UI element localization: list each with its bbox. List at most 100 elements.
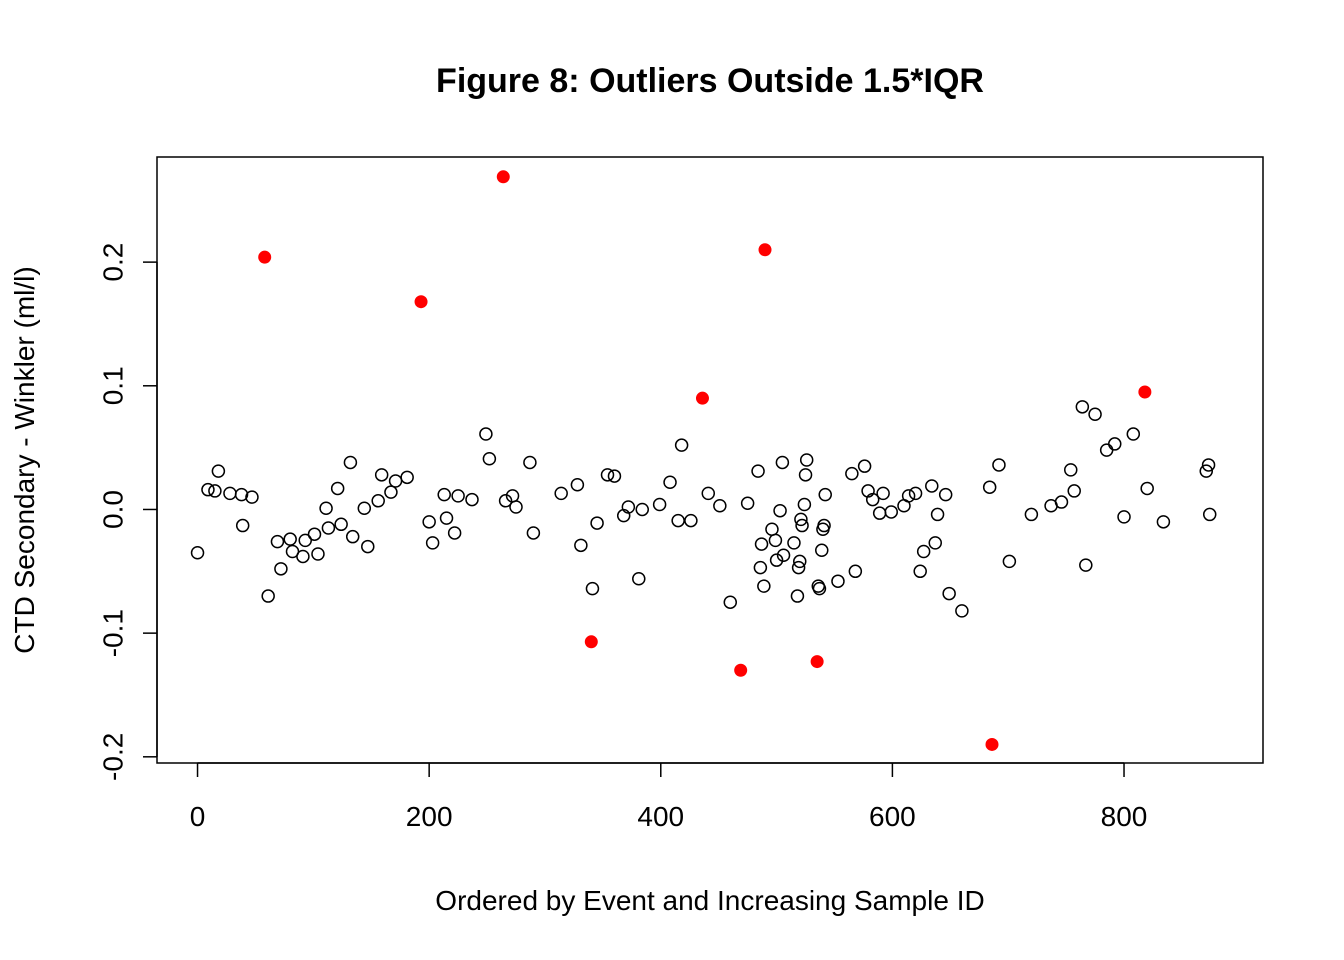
data-point <box>311 547 325 561</box>
data-point <box>818 487 832 502</box>
data-point <box>751 464 765 478</box>
data-point <box>479 427 493 441</box>
data-point <box>684 513 698 528</box>
data-point <box>422 515 436 529</box>
data-point <box>570 477 585 492</box>
y-tick-label: 0.2 <box>98 243 129 282</box>
outlier-point <box>414 295 428 309</box>
data-point <box>330 481 345 496</box>
data-point <box>509 500 523 514</box>
y-axis: -0.2 -0.1 0.0 0.1 0.2 <box>98 243 158 781</box>
data-point <box>817 518 831 533</box>
data-point <box>845 466 859 481</box>
data-point <box>757 579 771 593</box>
data-point <box>773 503 787 518</box>
data-point <box>793 554 807 569</box>
data-point <box>775 455 790 470</box>
data-point <box>345 529 360 544</box>
data-point <box>600 468 615 482</box>
data-point <box>274 562 288 576</box>
data-point <box>872 506 887 520</box>
x-axis-label: Ordered by Event and Increasing Sample I… <box>435 885 984 916</box>
y-tick-label: -0.1 <box>98 609 129 657</box>
data-point <box>930 507 945 522</box>
data-point <box>1067 484 1081 498</box>
data-point <box>1117 510 1131 524</box>
data-point <box>343 455 358 470</box>
data-point <box>908 486 923 501</box>
y-tick-label: -0.2 <box>98 733 129 781</box>
data-point <box>261 589 275 603</box>
data-points <box>190 170 1217 751</box>
data-point <box>913 564 927 579</box>
data-point <box>607 469 622 483</box>
data-point <box>1075 400 1090 414</box>
y-axis-label: CTD Secondary - Winkler (ml/l) <box>9 266 40 653</box>
outlier-point <box>584 635 598 649</box>
data-point <box>201 482 215 497</box>
data-point <box>223 486 237 501</box>
y-tick-label: 0.1 <box>98 366 129 405</box>
data-point <box>925 479 939 493</box>
data-point <box>671 513 685 528</box>
data-point <box>585 581 600 596</box>
data-point <box>554 486 568 501</box>
data-point <box>1099 443 1114 457</box>
outlier-point <box>734 663 748 677</box>
data-point <box>190 546 205 560</box>
outlier-point <box>1138 385 1152 399</box>
outlier-point <box>758 243 772 257</box>
data-point <box>465 492 479 507</box>
data-point <box>992 458 1006 472</box>
outlier-point <box>496 170 510 184</box>
data-point <box>916 544 931 559</box>
data-point <box>234 487 249 502</box>
data-point <box>799 453 814 467</box>
data-point <box>1108 437 1122 451</box>
chart-title: Figure 8: Outliers Outside 1.5*IQR <box>436 62 984 100</box>
data-point <box>765 522 779 537</box>
data-point <box>901 489 916 503</box>
data-point <box>1002 554 1017 569</box>
data-point <box>1024 507 1039 522</box>
data-point <box>621 500 636 514</box>
data-point <box>798 468 813 482</box>
data-point <box>574 538 588 553</box>
data-point <box>361 539 375 554</box>
data-point <box>439 511 454 525</box>
data-point <box>787 536 801 550</box>
data-point <box>321 521 336 535</box>
x-tick-label: 200 <box>406 801 453 832</box>
data-point <box>652 497 667 512</box>
data-point <box>245 490 259 504</box>
data-point <box>701 486 716 501</box>
data-point <box>790 589 805 603</box>
data-point <box>1088 407 1102 421</box>
data-point <box>451 489 465 503</box>
data-point <box>768 533 783 548</box>
data-point <box>928 536 943 550</box>
data-point <box>208 484 222 498</box>
data-point <box>447 526 462 540</box>
data-point <box>876 486 890 501</box>
data-point <box>1126 427 1141 441</box>
data-point <box>797 497 812 512</box>
data-point <box>831 574 845 588</box>
data-point <box>776 548 791 562</box>
y-tick-label: 0.0 <box>98 490 129 529</box>
plot-frame <box>156 156 1264 764</box>
data-point <box>526 526 541 540</box>
data-point <box>1202 507 1217 522</box>
data-point <box>296 549 310 564</box>
data-point <box>283 532 297 546</box>
data-point <box>663 475 677 490</box>
data-point <box>1079 558 1093 572</box>
data-point <box>857 459 872 473</box>
outlier-point <box>258 250 272 264</box>
data-point <box>942 586 956 601</box>
data-point <box>270 534 285 549</box>
data-point <box>590 516 604 530</box>
data-point <box>298 533 312 548</box>
data-point <box>794 512 808 527</box>
data-point <box>235 518 250 533</box>
